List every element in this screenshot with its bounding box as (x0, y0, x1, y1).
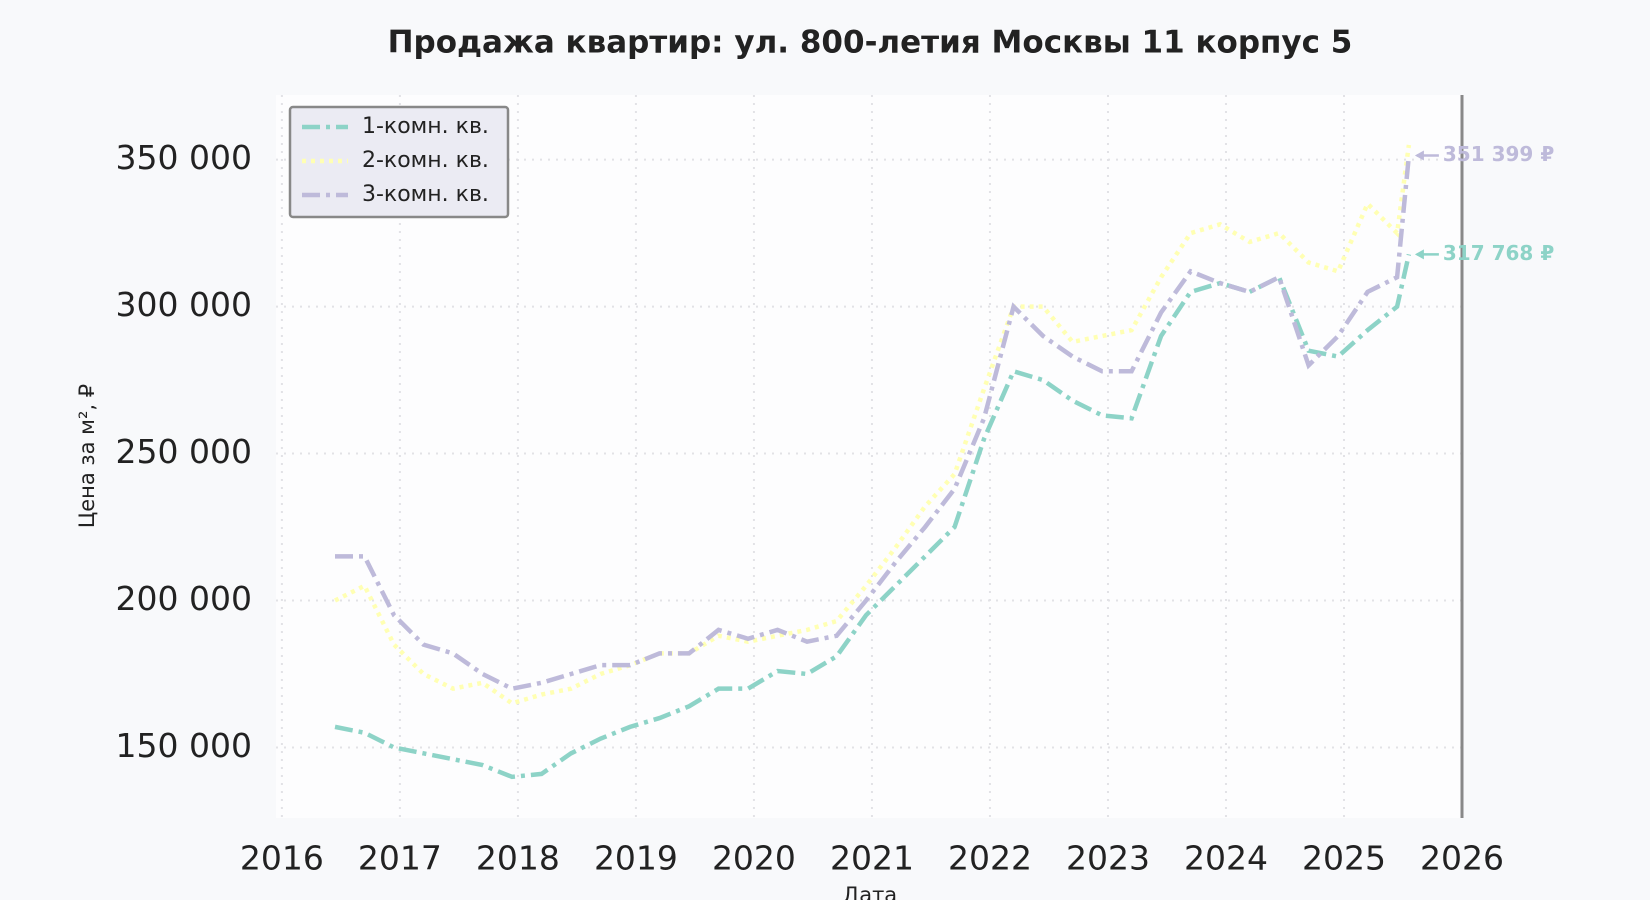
series-line (334, 144, 1412, 706)
x-tick-label: 2018 (476, 839, 560, 878)
annotation-arrowhead (1414, 150, 1424, 161)
y-tick-label: 250 000 (116, 432, 252, 471)
x-tick-label: 2019 (594, 839, 678, 878)
chart-title: Продажа квартир: ул. 800-летия Москвы 11… (388, 25, 1353, 61)
y-axis-label: Цена за м², ₽ (75, 384, 99, 528)
x-tick-label: 2021 (830, 839, 914, 878)
y-tick-label: 350 000 (116, 138, 252, 177)
x-tick-label: 2023 (1066, 839, 1150, 878)
y-tick-label: 300 000 (116, 285, 252, 324)
x-tick-label: 2020 (712, 839, 796, 878)
x-tick-label: 2016 (240, 839, 324, 878)
x-tick-label: 2022 (948, 839, 1032, 878)
value-label: 351 399 ₽ (1443, 142, 1554, 166)
legend-label: 1-комн. кв. (362, 114, 489, 139)
x-tick-label: 2017 (358, 839, 442, 878)
value-label: 317 768 ₽ (1443, 241, 1554, 265)
annotation-arrowhead (1414, 249, 1424, 260)
y-tick-label: 150 000 (116, 726, 252, 765)
series-line (335, 155, 1412, 692)
legend: 1-комн. кв. 2-комн. кв. 3-комн. кв. (288, 105, 510, 219)
y-tick-label: 200 000 (116, 579, 252, 618)
x-tick-label: 2025 (1302, 839, 1386, 878)
legend-box (288, 105, 510, 219)
x-tick-label: 2026 (1420, 839, 1504, 878)
x-tick-label: 2024 (1184, 839, 1268, 878)
legend-label: 3-комн. кв. (362, 182, 489, 207)
x-axis-label: Дата (843, 883, 897, 900)
legend-label: 2-комн. кв. (362, 148, 489, 173)
